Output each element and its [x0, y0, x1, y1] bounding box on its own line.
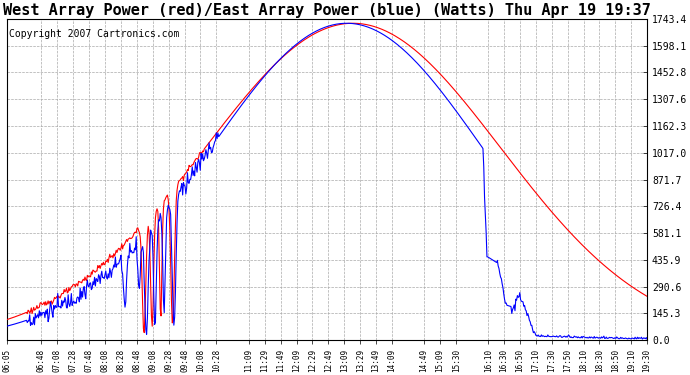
Text: Copyright 2007 Cartronics.com: Copyright 2007 Cartronics.com	[8, 28, 179, 39]
Title: West Array Power (red)/East Array Power (blue) (Watts) Thu Apr 19 19:37: West Array Power (red)/East Array Power …	[3, 3, 651, 18]
